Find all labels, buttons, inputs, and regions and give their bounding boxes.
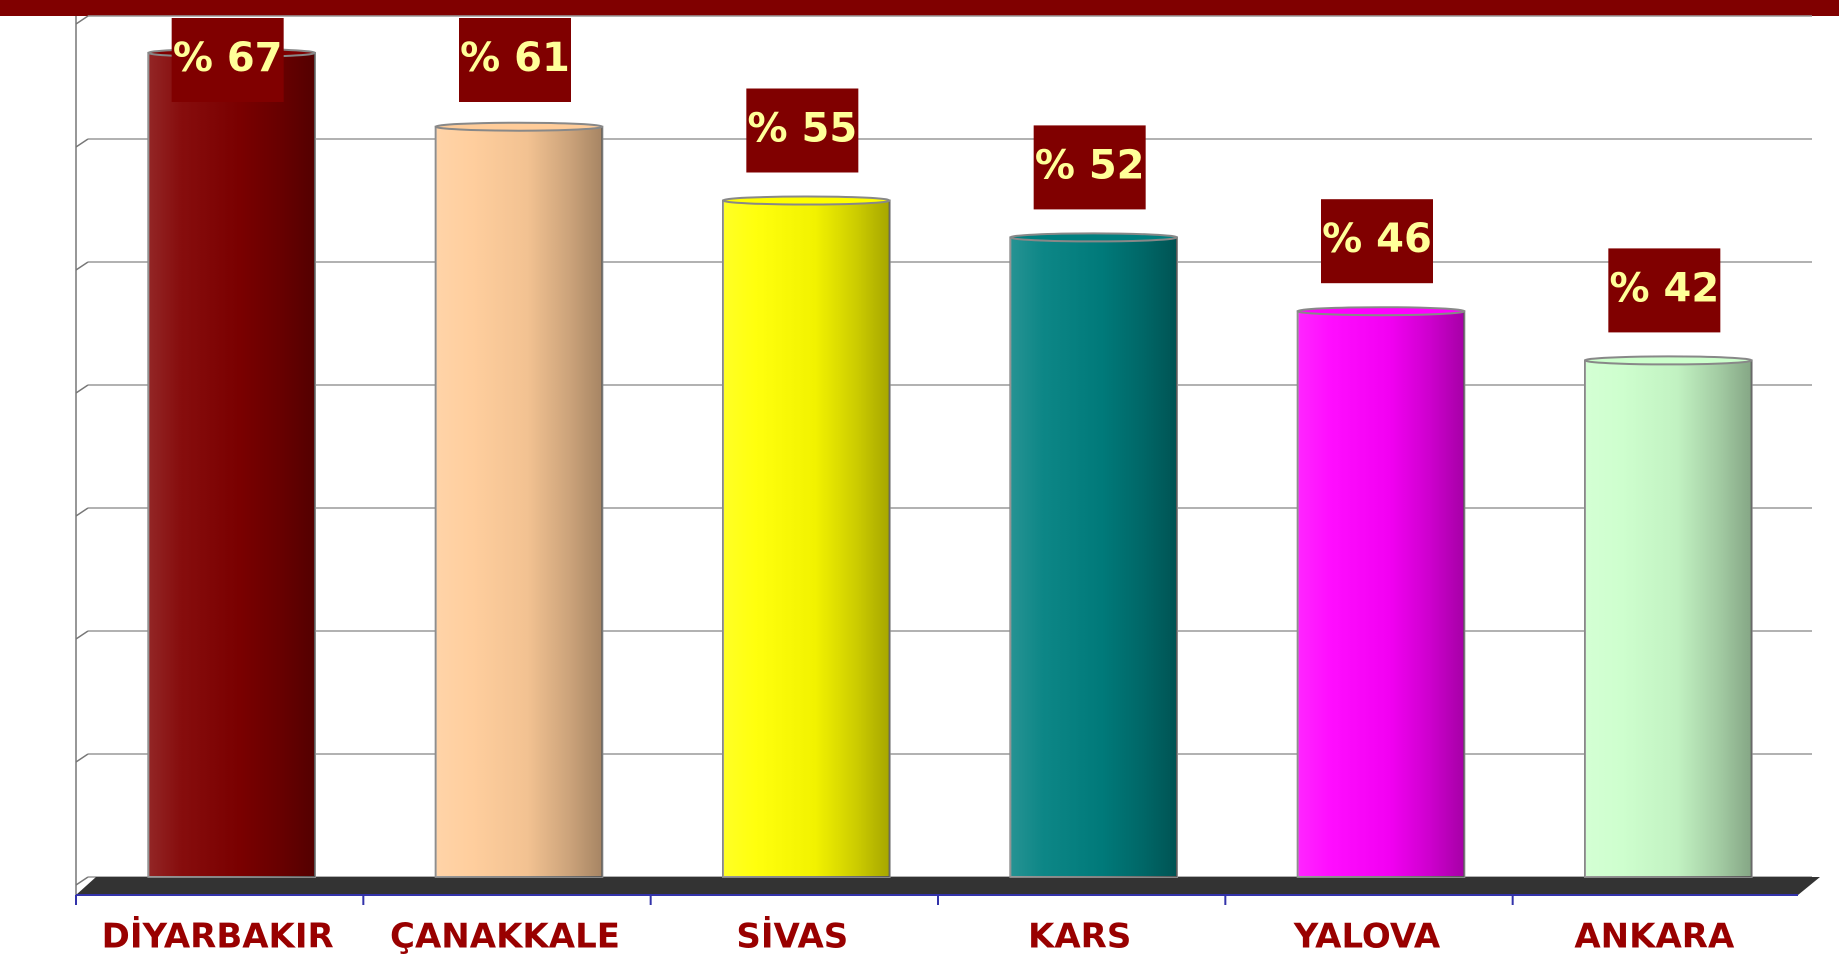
value-label: % 42 [1609, 265, 1719, 311]
y-tick [75, 384, 89, 394]
bar-shading [148, 52, 315, 877]
top-band [0, 0, 1839, 16]
value-label-box [459, 18, 571, 102]
value-label-box [171, 18, 284, 102]
value-label-box [1321, 199, 1433, 284]
bar-cap [1296, 306, 1466, 317]
y-tick [75, 138, 89, 148]
value-label-box [1033, 125, 1146, 210]
x-tick-label: SİVAS [736, 916, 848, 957]
bar-shading [1585, 360, 1752, 877]
x-tick-label: YALOVA [1293, 917, 1441, 957]
value-label: % 67 [173, 35, 283, 81]
value-label: % 55 [747, 106, 857, 152]
y-tick [75, 876, 89, 886]
bar-shading [1297, 311, 1465, 877]
value-label: % 46 [1322, 216, 1432, 262]
floor [76, 877, 1820, 895]
bar-cap [1584, 355, 1753, 366]
bar-cap [434, 121, 604, 132]
y-tick [75, 261, 89, 271]
value-label: % 61 [460, 35, 570, 81]
bar-shading [435, 126, 603, 877]
y-tick [75, 630, 89, 640]
bar-shading [723, 200, 890, 877]
y-tick [75, 753, 89, 763]
x-tick-label: ÇANAKKALE [390, 917, 620, 957]
bar-shading [1010, 237, 1177, 877]
bar-cap [1009, 232, 1178, 243]
x-tick-label: KARS [1028, 917, 1131, 957]
x-tick-label: ANKARA [1574, 917, 1735, 957]
value-label-box [1608, 248, 1721, 333]
value-label-box [746, 88, 859, 173]
y-tick [75, 15, 89, 25]
x-tick-label: DİYARBAKIR [102, 916, 334, 957]
y-tick [75, 507, 89, 517]
bar-cap [722, 195, 891, 206]
value-label: % 52 [1035, 142, 1145, 188]
